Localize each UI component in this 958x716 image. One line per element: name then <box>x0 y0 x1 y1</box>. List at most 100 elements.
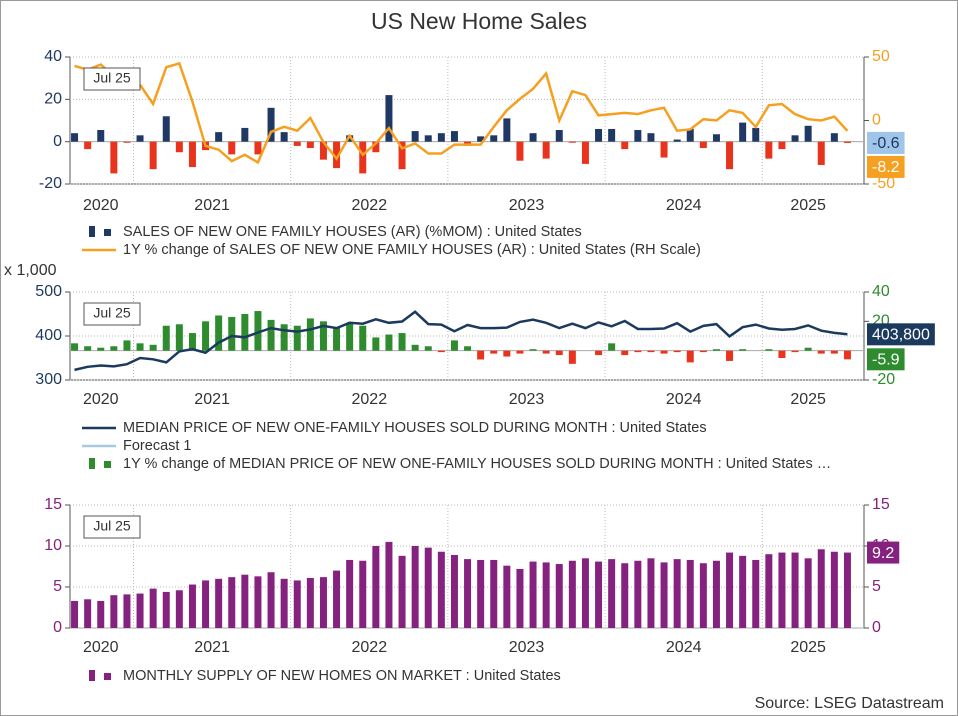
bar <box>595 350 603 356</box>
bar <box>372 337 380 351</box>
end-value-tag <box>867 131 905 154</box>
bar <box>372 546 380 628</box>
bar <box>97 600 105 628</box>
y-tick-label: 20 <box>44 91 62 108</box>
bar <box>699 350 707 353</box>
bar <box>608 559 616 628</box>
bar <box>699 563 707 628</box>
bar <box>149 141 157 170</box>
legend-swatch <box>104 673 111 680</box>
bar <box>843 552 851 628</box>
bar <box>228 141 236 155</box>
legend-swatch <box>104 461 111 468</box>
x-tick-label: 2025 <box>790 197 826 214</box>
bar <box>84 141 92 150</box>
bar <box>398 555 406 628</box>
bar <box>647 558 655 628</box>
bar <box>385 95 393 142</box>
bar <box>306 577 314 628</box>
legend-label: MONTHLY SUPPLY OF NEW HOMES ON MARKET : … <box>123 668 561 684</box>
bar <box>136 343 144 351</box>
bar <box>843 350 851 360</box>
x-tick-label: 2023 <box>509 197 545 214</box>
chart-title: US New Home Sales <box>371 8 587 34</box>
bar <box>765 141 773 159</box>
bar <box>123 141 131 143</box>
bar <box>634 560 642 628</box>
bar <box>647 133 655 142</box>
bar <box>477 350 485 360</box>
bar <box>739 555 747 628</box>
bar <box>542 562 550 628</box>
legend-swatch <box>104 229 111 236</box>
bar <box>791 135 799 142</box>
line <box>74 61 849 165</box>
x-tick-label: 2025 <box>790 391 826 408</box>
bar <box>293 141 301 146</box>
bar <box>411 546 419 628</box>
bar <box>660 562 668 628</box>
y-tick-label: 5 <box>53 578 62 595</box>
bar <box>346 559 354 628</box>
legend-label: MEDIAN PRICE OF NEW ONE-FAMILY HOUSES SO… <box>123 420 707 436</box>
bar <box>149 588 157 628</box>
bar <box>778 552 786 628</box>
bar <box>804 558 812 628</box>
bar <box>241 574 249 628</box>
y-tick-label: 40 <box>44 48 62 65</box>
bar <box>699 141 707 149</box>
end-value-label: -5.9 <box>872 352 900 369</box>
bar <box>123 340 131 351</box>
bar <box>726 350 734 361</box>
bar <box>319 321 327 351</box>
bar <box>595 128 603 142</box>
bar <box>71 133 79 142</box>
end-value-label: 9.2 <box>872 545 894 562</box>
bar <box>673 559 681 628</box>
bar <box>673 350 681 353</box>
bar <box>385 541 393 628</box>
bar <box>765 349 773 351</box>
bar <box>372 141 380 153</box>
bar <box>424 547 432 628</box>
bar <box>791 350 799 353</box>
bar <box>162 591 170 628</box>
bar <box>673 139 681 142</box>
end-value-tag <box>867 323 935 346</box>
bar <box>555 130 563 142</box>
bar <box>202 580 210 628</box>
bar <box>175 324 183 351</box>
bar <box>437 551 445 628</box>
bar <box>804 125 812 142</box>
annotation: Jul 25 <box>93 70 131 86</box>
bar <box>503 118 511 142</box>
bar <box>333 570 341 628</box>
x-tick-label: 2024 <box>666 197 702 214</box>
x-tick-label: 2023 <box>509 391 545 408</box>
legend-label: 1Y % change of SALES OF NEW ONE FAMILY H… <box>123 242 701 258</box>
bar <box>595 561 603 628</box>
bar <box>817 141 825 165</box>
y-tick-label: 300 <box>35 371 62 388</box>
bar <box>254 311 262 351</box>
bar <box>84 599 92 628</box>
bar <box>739 122 747 142</box>
bar <box>621 563 629 628</box>
bar <box>686 559 694 628</box>
bar <box>726 141 734 170</box>
bar <box>188 584 196 628</box>
bar <box>71 600 79 628</box>
bar <box>359 560 367 628</box>
x-tick-label: 2024 <box>666 391 702 408</box>
bar <box>843 141 851 143</box>
bar <box>712 134 720 142</box>
bar <box>450 340 458 351</box>
bar <box>293 325 301 351</box>
annotation-box <box>83 67 141 91</box>
bar <box>359 325 367 351</box>
end-value-label: -8.2 <box>872 159 900 176</box>
bar <box>660 350 668 354</box>
y-tick-label: 400 <box>35 327 62 344</box>
bar <box>490 559 498 628</box>
